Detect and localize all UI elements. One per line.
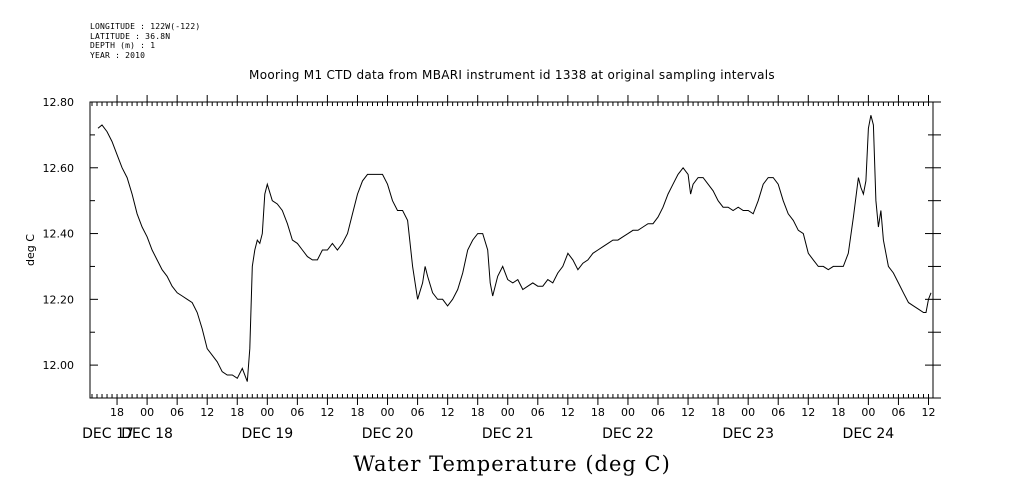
x-tick-label: 06 xyxy=(290,406,304,419)
metadata-block: LONGITUDE : 122W(-122) LATITUDE : 36.8N … xyxy=(90,22,200,60)
x-tick-label: 18 xyxy=(591,406,605,419)
latitude-text: LATITUDE : 36.8N xyxy=(90,31,171,41)
y-tick-label: 12.80 xyxy=(43,96,75,109)
y-tick-label: 12.00 xyxy=(43,359,75,372)
tick-labels: 18 00 06 12 18 00 06 12 18 00 06 12 18 00 06 12 18 00 06 12… xyxy=(43,96,936,442)
x-tick-label: 06 xyxy=(891,406,905,419)
x-tick-label: 00 xyxy=(381,406,395,419)
x-tick-label: 12 xyxy=(561,406,575,419)
y-axis-label: deg C xyxy=(24,234,37,266)
x-tick-label: 00 xyxy=(741,406,755,419)
day-label: DEC 20 xyxy=(362,426,414,442)
depth-text: DEPTH (m) : 1 xyxy=(90,41,156,50)
day-label: DEC 18 xyxy=(121,426,173,442)
x-tick-label: 06 xyxy=(651,406,665,419)
y-tick-label: 12.20 xyxy=(43,293,75,306)
x-tick-label: 18 xyxy=(230,406,244,419)
series-line xyxy=(97,115,932,382)
x-tick-label: 18 xyxy=(831,406,845,419)
x-tick-label: 12 xyxy=(801,406,815,419)
x-tick-label: 00 xyxy=(861,406,875,419)
chart-title: Mooring M1 CTD data from MBARI instrumen… xyxy=(249,68,775,82)
x-tick-label: 12 xyxy=(681,406,695,419)
year-text: YEAR : 2010 xyxy=(90,50,146,60)
x-tick-label: 06 xyxy=(411,406,425,419)
y-tick-label: 12.60 xyxy=(43,162,75,175)
x-tick-label: 00 xyxy=(140,406,154,419)
x-tick-label: 12 xyxy=(921,406,935,419)
x-tick-label: 06 xyxy=(170,406,184,419)
x-axis-label: Water Temperature (deg C) xyxy=(353,452,671,476)
day-label: DEC 21 xyxy=(482,426,534,442)
day-label: DEC 22 xyxy=(602,426,654,442)
x-tick-label: 18 xyxy=(471,406,485,419)
y-tick-label: 12.40 xyxy=(43,228,75,241)
x-tick-label: 06 xyxy=(771,406,785,419)
day-label: DEC 19 xyxy=(241,426,293,442)
longitude-text: LONGITUDE : 122W(-122) xyxy=(90,22,201,31)
x-tick-label: 06 xyxy=(531,406,545,419)
day-label: DEC 24 xyxy=(843,426,895,442)
x-tick-label: 18 xyxy=(711,406,725,419)
x-tick-label: 00 xyxy=(621,406,635,419)
x-tick-label: 18 xyxy=(110,406,124,419)
axis-ticks xyxy=(90,95,941,405)
x-tick-label: 12 xyxy=(320,406,334,419)
x-tick-label: 18 xyxy=(350,406,364,419)
day-label: DEC 23 xyxy=(722,426,774,442)
x-tick-label: 12 xyxy=(200,406,214,419)
x-tick-label: 00 xyxy=(501,406,515,419)
day-label: DEC 17 xyxy=(82,426,134,442)
plot-frame xyxy=(89,101,934,399)
x-tick-label: 00 xyxy=(260,406,274,419)
x-tick-label: 12 xyxy=(441,406,455,419)
